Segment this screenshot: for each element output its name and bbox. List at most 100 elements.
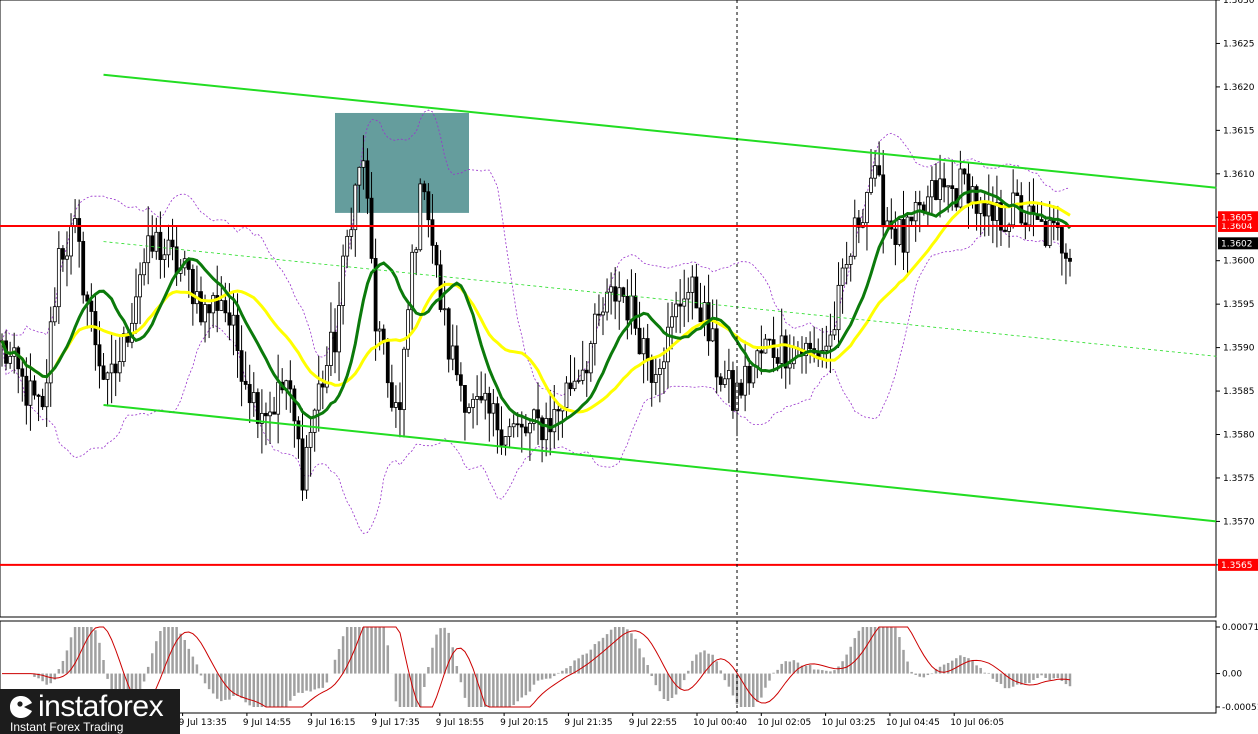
candle (56, 231, 61, 324)
candle (869, 149, 873, 195)
candle (942, 162, 947, 203)
candle (1068, 248, 1072, 277)
time-tick-label: 9 Jul 17:35 (372, 718, 420, 728)
candle-body (739, 382, 743, 396)
price-axis: 1.36301.36251.36201.36151.36101.36051.36… (1216, 0, 1255, 571)
candle (406, 301, 410, 357)
candle (840, 258, 845, 314)
price-tick-label: 1.3580 (1223, 431, 1255, 441)
candle (150, 215, 155, 259)
candle-body (503, 436, 508, 446)
candle (207, 304, 212, 339)
candle (714, 299, 719, 394)
candle (48, 306, 53, 407)
candle-body (495, 403, 500, 431)
candle-body (467, 407, 471, 413)
candle (678, 279, 683, 334)
candle-body (48, 321, 53, 384)
candle-body (276, 381, 281, 415)
candle-body (1043, 221, 1048, 246)
candle-body (434, 244, 439, 266)
candle-body (893, 228, 898, 245)
candle (426, 183, 431, 238)
candle (272, 396, 276, 415)
candle-body (264, 412, 268, 417)
candle (588, 340, 593, 382)
candle (877, 141, 882, 177)
time-tick-label: 9 Jul 16:15 (307, 718, 355, 728)
fast-moving-average (0, 189, 1072, 430)
candle (1059, 226, 1064, 276)
candle-body (406, 309, 410, 350)
candle (454, 325, 459, 382)
current-price-tag: 1.3605 (1221, 213, 1253, 223)
candle (44, 359, 49, 427)
candle (747, 357, 752, 395)
candle-body (251, 392, 256, 404)
candle-body (450, 345, 455, 360)
moving-averages-layer (0, 189, 1072, 430)
candle (865, 191, 869, 251)
candle-body (389, 382, 394, 408)
trend-lines-layer (103, 73, 1217, 523)
candle (251, 372, 256, 417)
candle (934, 163, 938, 201)
candle (576, 369, 581, 384)
candle-body (674, 303, 678, 318)
candle (361, 135, 366, 190)
candle (308, 418, 313, 477)
candle-body (203, 304, 207, 323)
candle-body (836, 284, 841, 331)
candle-body (1064, 252, 1068, 259)
candle (556, 403, 561, 441)
candle-body (394, 402, 398, 408)
candle (337, 281, 341, 381)
main-pane (0, 0, 1217, 618)
candle-body (300, 438, 305, 491)
candle-body (901, 219, 906, 253)
candle-body (804, 342, 808, 357)
candle (1043, 215, 1048, 248)
oscillator-tick-label: 0.00 (1222, 670, 1242, 680)
candle-body (1007, 224, 1011, 232)
candle (341, 244, 346, 325)
candle (117, 337, 122, 382)
candle-body (999, 202, 1003, 231)
candle-body (69, 226, 73, 257)
candle-body (621, 287, 626, 297)
candle (471, 393, 475, 429)
candle (288, 360, 293, 413)
oscillator-signal-line (2, 626, 1071, 708)
candle-body (714, 328, 719, 378)
candle (544, 402, 549, 457)
candle (296, 416, 301, 459)
candle (641, 327, 646, 384)
instaforex-logo-icon (10, 696, 32, 718)
candle-body (77, 218, 82, 242)
candle-body (121, 333, 126, 362)
candle-body (881, 174, 886, 228)
candle-body (146, 235, 151, 264)
candle-body (698, 307, 703, 323)
candle-body (320, 383, 325, 388)
candle-body (422, 183, 427, 193)
candle (804, 337, 808, 374)
candle (134, 268, 138, 334)
candle (77, 199, 82, 268)
candle-body (418, 183, 423, 251)
candle-body (296, 420, 301, 440)
candle (450, 324, 455, 371)
candle-body (20, 368, 25, 377)
candle-body (499, 429, 504, 446)
candle-body (487, 392, 492, 414)
candle-body (402, 348, 406, 411)
candle (637, 301, 642, 355)
candle-body (657, 367, 662, 375)
candle-body (329, 331, 333, 366)
candle-body (986, 203, 991, 217)
price-tick-label: 1.3590 (1223, 344, 1255, 354)
candle (722, 360, 727, 388)
candle-body (479, 396, 484, 401)
channel-line (103, 73, 1217, 189)
level-price-tag: 1.3604 (1221, 222, 1253, 232)
